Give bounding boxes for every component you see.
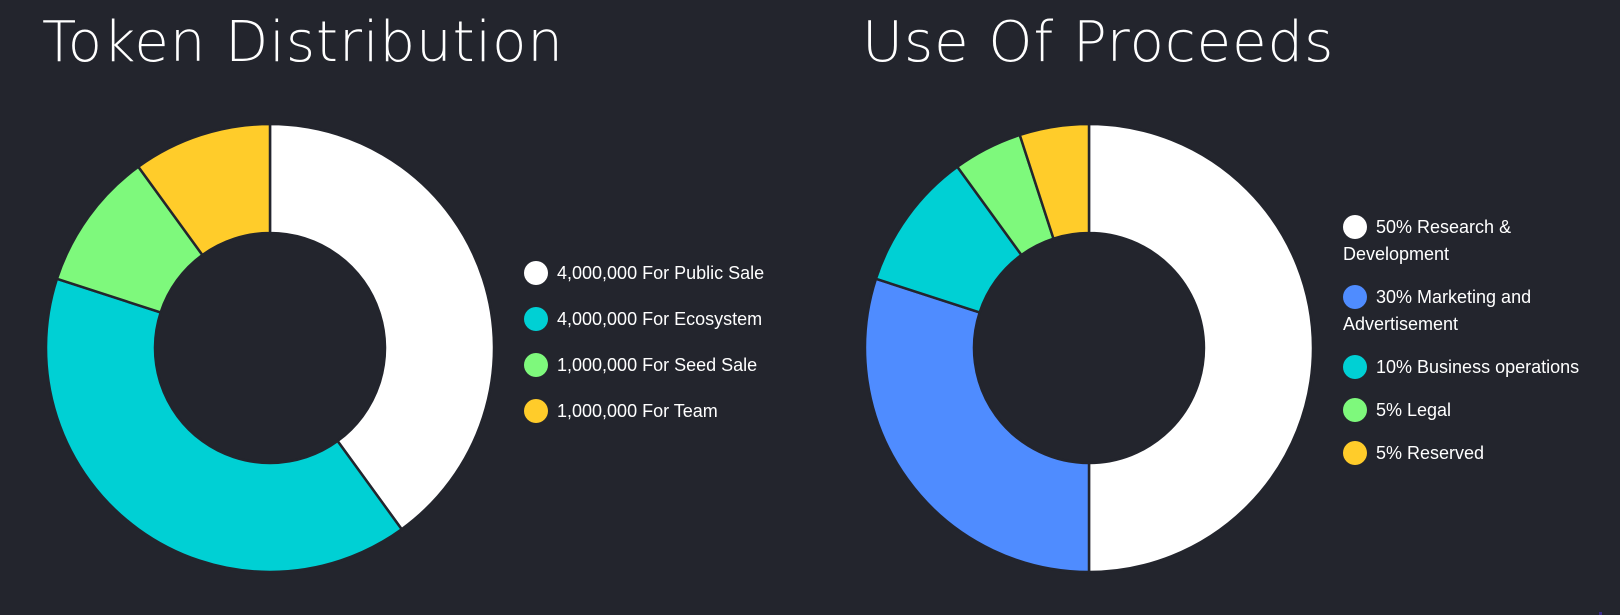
use-of-proceeds-legend: 50% Research & Development 30% Marketing … <box>1343 214 1603 483</box>
use-of-proceeds-legend-swatch <box>1343 285 1367 309</box>
token-distribution-title: Token Distribution <box>42 10 564 75</box>
corner-mark <box>1599 612 1602 615</box>
use-of-proceeds-slice-30-marketing-and-advertisement <box>863 277 1091 574</box>
token-distribution-legend-swatch <box>524 353 548 377</box>
use-of-proceeds-legend-swatch <box>1343 441 1367 465</box>
token-distribution-legend-label: 1,000,000 For Team <box>557 401 718 421</box>
token-distribution-donut <box>44 122 496 574</box>
use-of-proceeds-slice-50-research-development <box>1087 122 1315 574</box>
token-distribution-slice-4-000-000-for-ecosystem <box>44 277 403 574</box>
use-of-proceeds-legend-label: 10% Business operations <box>1376 357 1580 377</box>
use-of-proceeds-legend-item: 5% Reserved <box>1343 440 1603 467</box>
use-of-proceeds-legend-label: 5% Legal <box>1376 400 1452 420</box>
use-of-proceeds-legend-swatch <box>1343 355 1367 379</box>
token-distribution-legend-label: 1,000,000 For Seed Sale <box>557 355 758 375</box>
use-of-proceeds-slice-5-reserved <box>1018 122 1091 240</box>
use-of-proceeds-legend-label: 5% Reserved <box>1376 443 1485 463</box>
token-distribution-slice-4-000-000-for-public-sale <box>268 122 496 531</box>
use-of-proceeds-legend-label: 50% Research & Development <box>1343 217 1512 264</box>
use-of-proceeds-legend-item: 10% Business operations <box>1343 354 1603 381</box>
token-distribution-legend-label: 4,000,000 For Ecosystem <box>557 309 763 329</box>
token-distribution-legend-item: 1,000,000 For Seed Sale <box>524 352 784 398</box>
use-of-proceeds-donut <box>863 122 1315 574</box>
token-distribution-slice-1-000-000-for-team <box>137 122 272 257</box>
use-of-proceeds-legend-item: 50% Research & Development <box>1343 214 1603 268</box>
token-distribution-legend-swatch <box>524 261 548 285</box>
token-distribution-legend-swatch <box>524 307 548 331</box>
token-distribution-legend: 4,000,000 For Public Sale 4,000,000 For E… <box>524 260 784 444</box>
use-of-proceeds-legend-swatch <box>1343 215 1367 239</box>
token-distribution-legend-item: 1,000,000 For Team <box>524 398 784 444</box>
use-of-proceeds-legend-item: 30% Marketing and Advertisement <box>1343 284 1603 338</box>
token-distribution-legend-item: 4,000,000 For Public Sale <box>524 260 784 306</box>
use-of-proceeds-legend-item: 5% Legal <box>1343 397 1603 424</box>
token-distribution-legend-item: 4,000,000 For Ecosystem <box>524 306 784 352</box>
use-of-proceeds-legend-label: 30% Marketing and Advertisement <box>1343 287 1532 334</box>
token-distribution-legend-label: 4,000,000 For Public Sale <box>557 263 765 283</box>
use-of-proceeds-legend-swatch <box>1343 398 1367 422</box>
token-distribution-legend-swatch <box>524 399 548 423</box>
use-of-proceeds-title: Use Of Proceeds <box>862 10 1335 75</box>
